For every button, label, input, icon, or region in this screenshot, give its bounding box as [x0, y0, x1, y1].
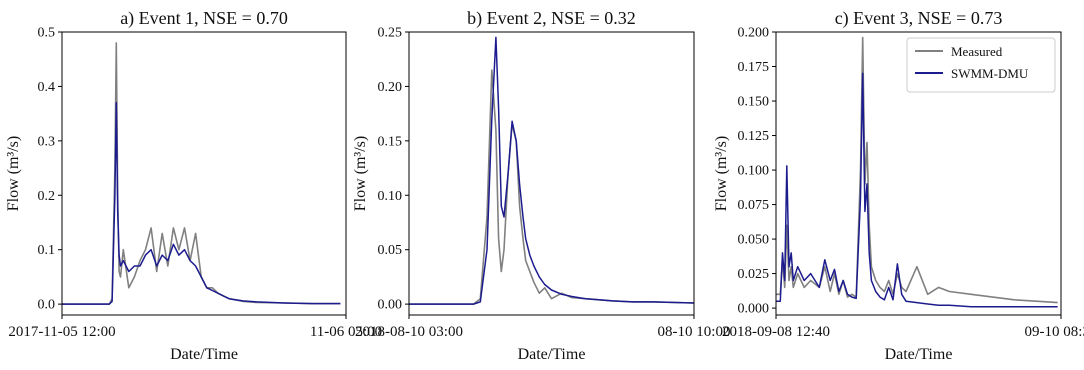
x-axis-label: Date/Time	[518, 346, 586, 363]
y-tick-label: 0.20	[378, 80, 403, 95]
y-tick-label: 0.175	[738, 60, 770, 75]
series-line-measured	[62, 42, 341, 305]
legend: Measured SWMM-DMU	[906, 37, 1056, 93]
y-tick-label: 0.0	[38, 298, 56, 313]
plot-frame	[61, 31, 347, 316]
y-tick-label: 0.125	[738, 129, 770, 144]
y-tick-label: 0.075	[738, 198, 770, 213]
series-line-measured	[409, 69, 694, 305]
x-tick-label: 09-10 08:30	[1025, 324, 1084, 340]
x-tick-label: 2018-09-08 12:40	[722, 324, 830, 340]
y-tick-label: 0.1	[38, 243, 56, 258]
y-tick-label: 0.5	[38, 26, 56, 41]
series-line-swmm-dmu	[62, 102, 341, 305]
chart-title: b) Event 2, NSE = 0.32	[467, 8, 636, 29]
legend-label: SWMM-DMU	[951, 66, 1029, 81]
y-tick-label: 0.10	[378, 189, 403, 204]
y-tick-label: 0.25	[378, 26, 403, 41]
y-tick-label: 0.4	[38, 80, 56, 95]
y-tick-label: 0.3	[38, 134, 56, 149]
x-axis-label: Date/Time	[170, 346, 238, 363]
chart-title: c) Event 3, NSE = 0.73	[835, 8, 1003, 29]
chart-title: a) Event 1, NSE = 0.70	[120, 8, 288, 29]
y-tick-label: 0.000	[738, 302, 770, 317]
y-tick-label: 0.200	[738, 26, 770, 41]
plot-frame	[408, 31, 695, 316]
chart-panel-1: 0.0 0.1 0.2 0.3 0.4 0.5 2017-11-05 12:00 11-06 …	[5, 8, 382, 363]
series-line-swmm-dmu	[776, 72, 1058, 308]
y-tick-label: 0.15	[378, 134, 403, 149]
y-tick-label: 0.050	[738, 233, 770, 248]
y-tick-label: 0.025	[738, 267, 770, 282]
x-tick-label: 11-06 05:00	[310, 324, 382, 340]
chart-panel-3: 0.000 0.025 0.050 0.075 0.100 0.125 0.150 0.175…	[713, 8, 1084, 363]
legend-label: Measured	[951, 44, 1003, 59]
x-tick-label: 08-10 10:00	[658, 324, 731, 340]
series-line-swmm-dmu	[409, 36, 694, 305]
chart-panel-2: 0.00 0.05 0.10 0.15 0.20 0.25 2018-08-10 03:00…	[352, 8, 730, 363]
y-tick-label: 0.00	[378, 298, 403, 313]
x-tick-label: 2017-11-05 12:00	[8, 324, 115, 340]
y-tick-label: 0.100	[738, 164, 770, 179]
y-axis-label: Flow (m³/s)	[713, 136, 730, 211]
legend-box	[906, 37, 1056, 93]
x-tick-label: 2018-08-10 03:00	[355, 324, 463, 340]
x-axis-label: Date/Time	[885, 346, 953, 363]
y-tick-label: 0.150	[738, 95, 770, 110]
y-axis-label: Flow (m³/s)	[5, 136, 22, 211]
plot-frame	[775, 31, 1062, 316]
y-tick-label: 0.05	[378, 243, 403, 258]
y-tick-label: 0.2	[38, 189, 56, 204]
series-line-measured	[776, 36, 1058, 304]
y-axis-label: Flow (m³/s)	[352, 136, 369, 211]
